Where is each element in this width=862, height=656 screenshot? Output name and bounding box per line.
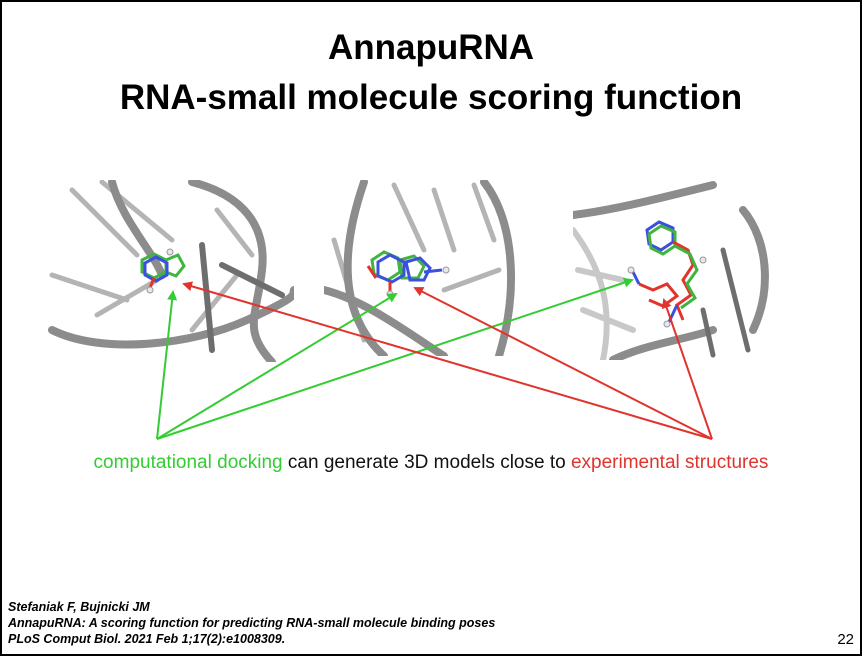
- page-number: 22: [837, 631, 854, 648]
- citation-title: AnnapuRNA: A scoring function for predic…: [8, 616, 496, 630]
- caption-docking: computational docking: [93, 452, 283, 473]
- slide-title: AnnapuRNA: [327, 28, 535, 67]
- structure-panel-1: [42, 180, 294, 362]
- citation-authors: Stefaniak F, Bujnicki JM: [8, 600, 150, 614]
- citation-journal: PLoS Comput Biol. 2021 Feb 1;17(2):e1008…: [8, 632, 286, 646]
- caption-middle: can generate 3D models close to: [282, 452, 571, 473]
- slide-subtitle: RNA-small molecule scoring function: [119, 78, 743, 117]
- citation: Stefaniak F, Bujnicki JM AnnapuRNA: A sc…: [8, 599, 495, 647]
- structure-panel-2: [324, 180, 520, 356]
- structure-panel-3: [573, 180, 772, 360]
- caption: computational docking can generate 3D mo…: [2, 451, 860, 475]
- caption-experimental: experimental structures: [570, 452, 769, 473]
